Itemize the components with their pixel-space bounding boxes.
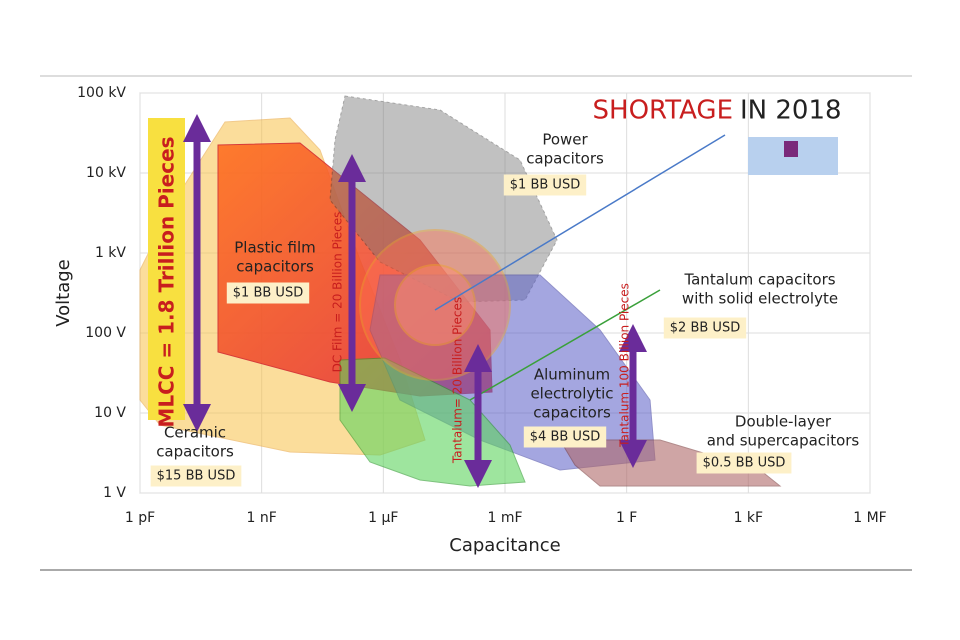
y-axis-label: Voltage	[53, 259, 74, 327]
arrow-label: DC Film = 20 Billion Pieces	[331, 212, 345, 373]
x-tick-label: 1 mF	[487, 510, 522, 526]
region-label: capacitors	[156, 443, 234, 461]
market-box	[503, 174, 587, 196]
region-label: capacitors	[526, 150, 604, 168]
region-label: capacitors	[236, 258, 314, 276]
arrow-label: Tantalum 100 Billion Pieces	[618, 283, 632, 448]
logo	[784, 141, 798, 157]
y-tick-label: 100 V	[85, 325, 126, 341]
title-rest: IN 2018	[740, 96, 842, 126]
y-tick-label: 1 V	[103, 485, 126, 501]
market-label: $0.5 BB USD	[703, 456, 786, 471]
market-box	[696, 452, 792, 474]
pointer-line	[469, 289, 661, 401]
x-tick-label: 1 MF	[853, 510, 887, 526]
x-axis-label: Capacitance	[449, 535, 560, 556]
y-tick-label: 100 kV	[77, 85, 126, 101]
market-box	[150, 465, 242, 487]
arrow-label: MLCC = 1.8 Trillion Pieces	[155, 136, 179, 427]
pointer-line	[434, 134, 726, 311]
x-tick-label: 1 nF	[247, 510, 277, 526]
market-label: $15 BB USD	[157, 469, 236, 484]
market-box	[523, 426, 607, 448]
region-label: Tantalum capacitors	[683, 271, 835, 289]
region-label: Power	[542, 131, 588, 149]
region-label: Double-layer	[735, 413, 832, 431]
title-highlight: SHORTAGE	[593, 96, 733, 126]
x-tick-label: 1 pF	[125, 510, 155, 526]
supercap-region	[559, 439, 782, 487]
y-tick-label: 10 kV	[86, 165, 126, 181]
region-label: electrolytic	[530, 385, 613, 403]
region-label: with solid electrolyte	[682, 290, 838, 308]
market-label: $4 BB USD	[530, 430, 600, 445]
region-label: Aluminum	[534, 366, 610, 384]
arrows: MLCC = 1.8 Trillion Pieces DC Film = 20 B…	[155, 114, 647, 488]
y-tick-label: 1 kV	[95, 245, 126, 261]
region-label: capacitors	[533, 404, 611, 422]
market-label: $1 BB USD	[510, 178, 580, 193]
mlcc-banner	[148, 118, 185, 420]
region-label: Plastic film	[234, 239, 316, 257]
region-label: and supercapacitors	[707, 432, 860, 450]
y-tick-label: 10 V	[94, 405, 126, 421]
x-tick-label: 1 µF	[368, 510, 398, 526]
market-box	[663, 317, 747, 339]
market-label: $1 BB USD	[233, 286, 303, 301]
region-label: Ceramic	[164, 424, 226, 442]
arrow-label: Tantalum= 20 Billion Pieces	[451, 297, 465, 464]
market-label: $2 BB USD	[670, 321, 740, 336]
market-box	[226, 282, 310, 304]
x-tick-label: 1 kF	[734, 510, 764, 526]
x-tick-label: 1 F	[616, 510, 637, 526]
ring-inner	[394, 264, 476, 346]
